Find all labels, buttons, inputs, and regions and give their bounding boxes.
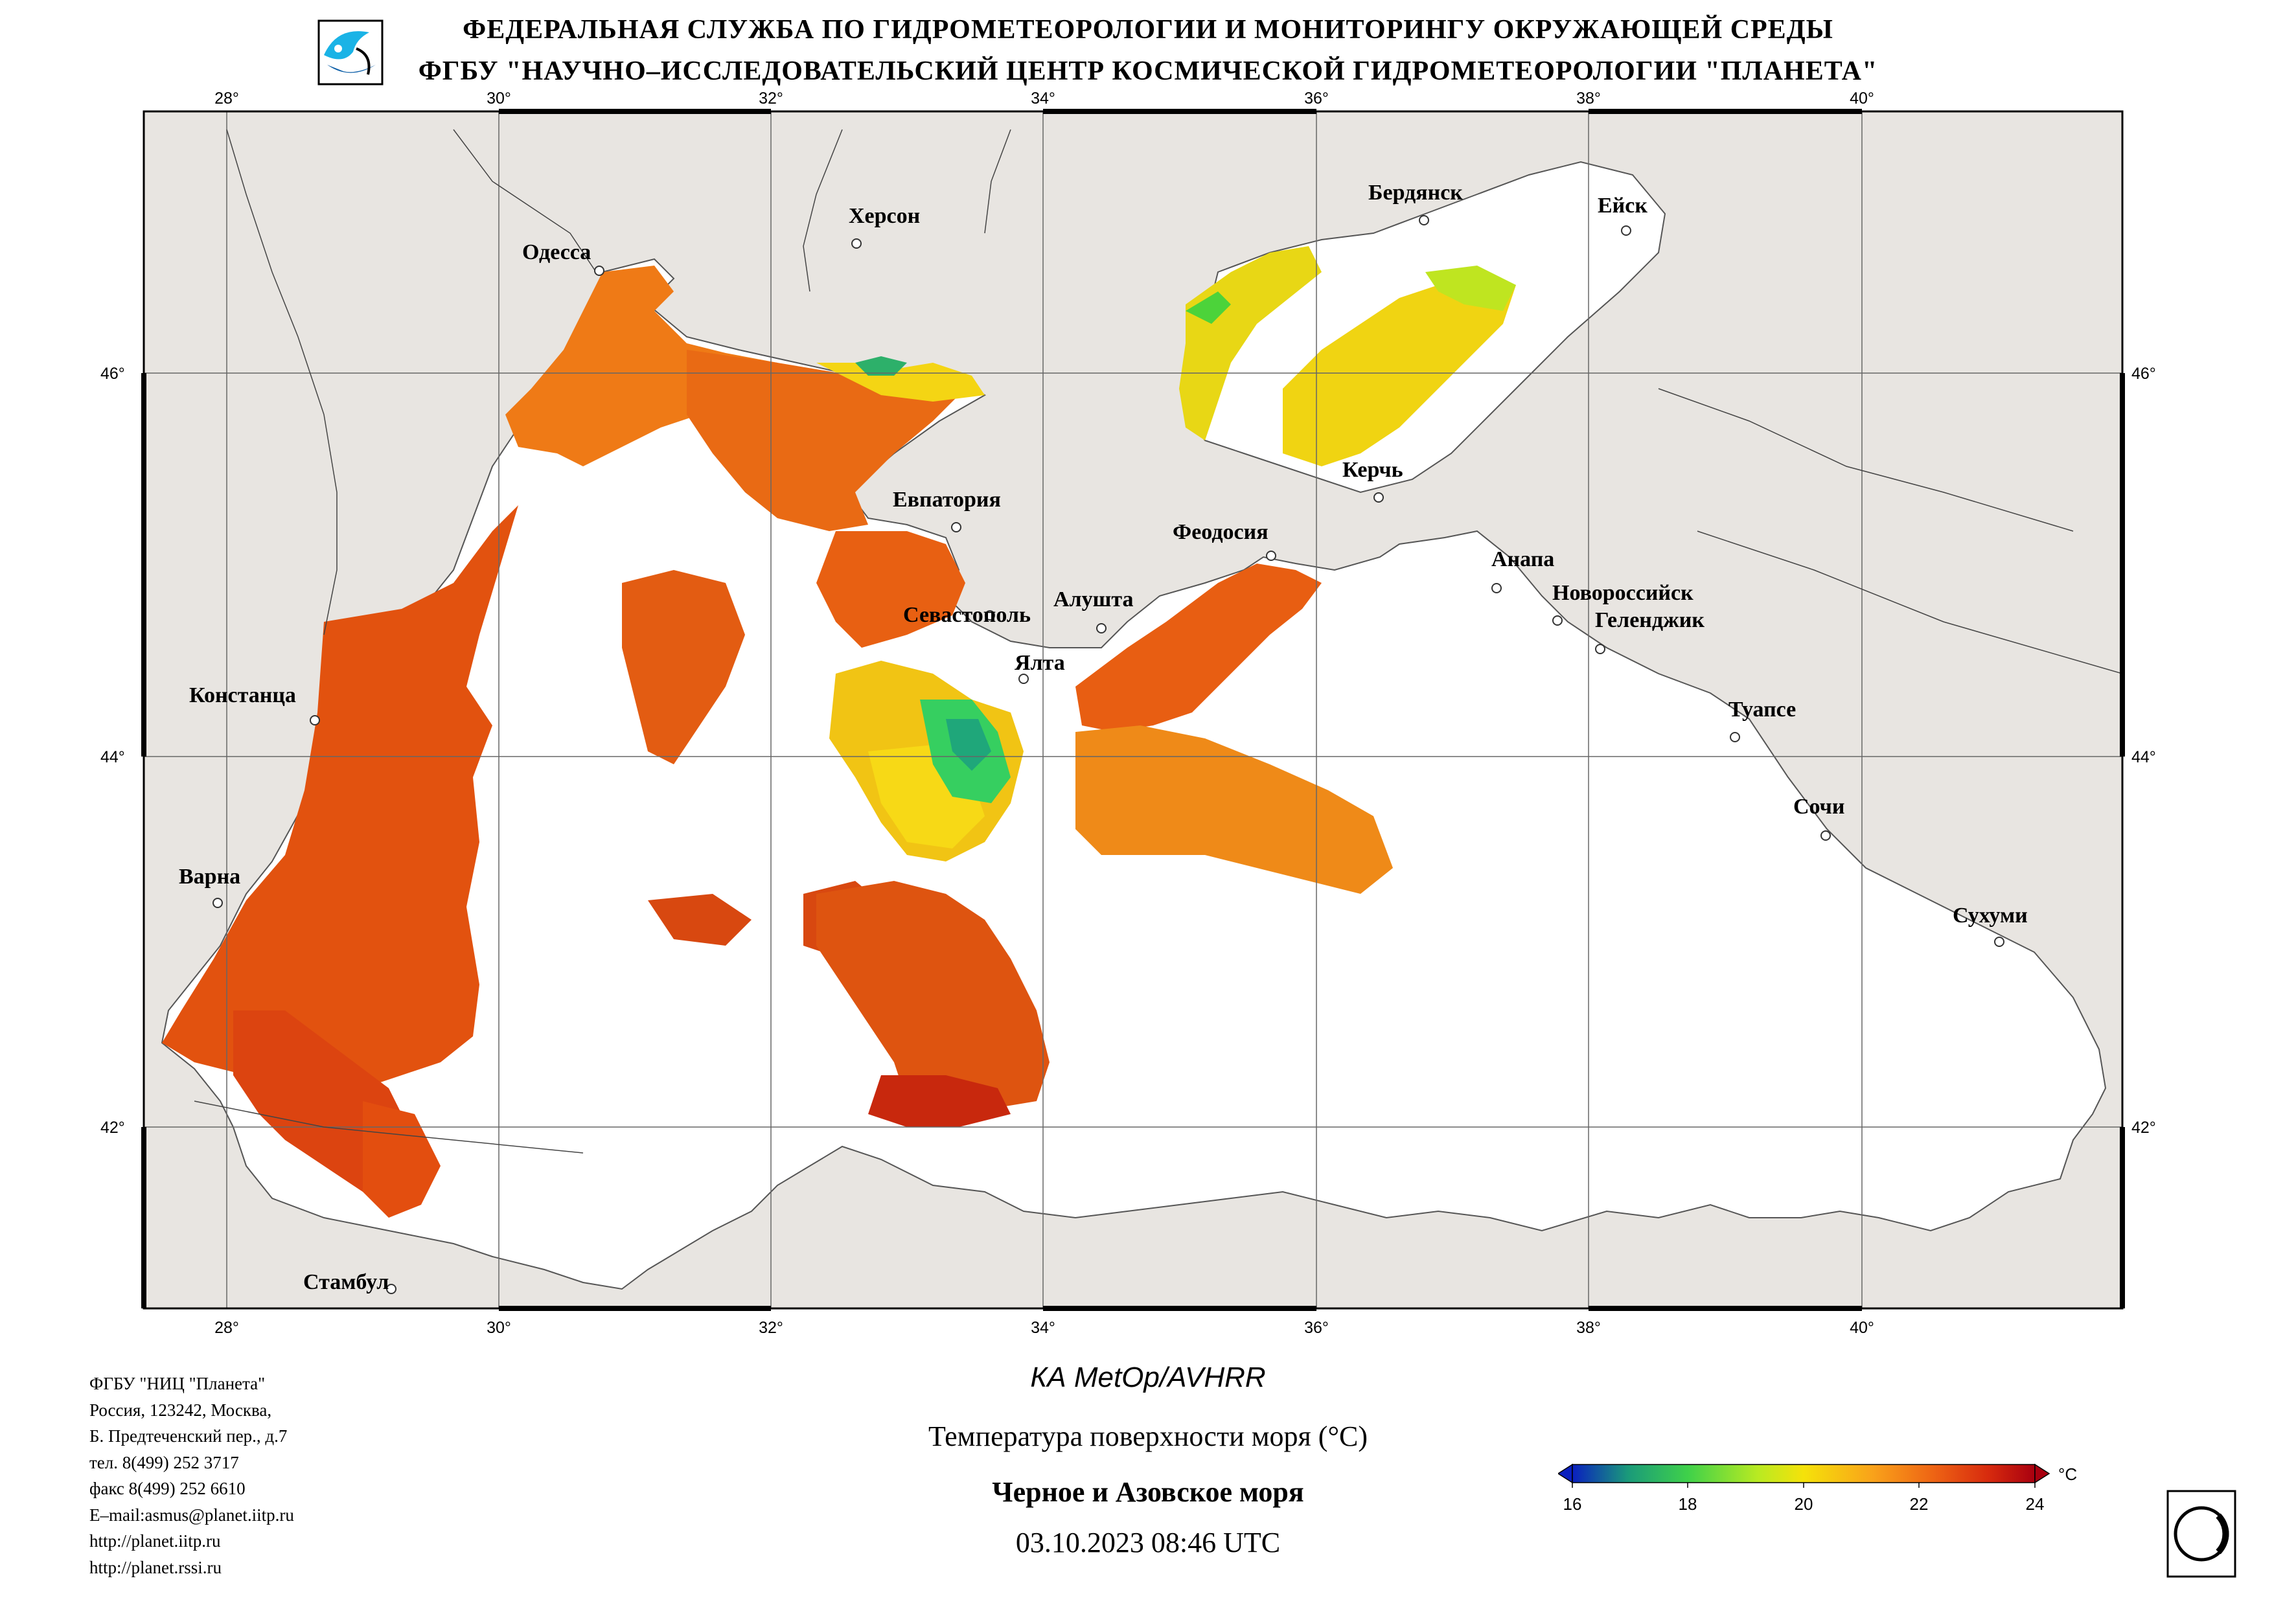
city-label-sukhumi: Сухуми: [1953, 904, 2028, 928]
colorbar-tick: 16: [1563, 1494, 1582, 1514]
lat-ticks: 46° 44° 42° 46° 44° 42°: [100, 365, 2156, 1137]
city-label-evpatoria: Евпатория: [893, 488, 1001, 512]
satellite-label: КА MetOp/AVHRR: [1030, 1362, 1266, 1393]
colorbar: 16 18 20 22 24 °C: [1558, 1463, 2077, 1514]
city-label-yeysk: Ейск: [1598, 194, 1647, 218]
colorbar-gradient: [1572, 1464, 2036, 1483]
lat-tick: 42°: [100, 1119, 125, 1137]
colorbar-unit: °C: [2058, 1465, 2077, 1484]
lon-tick: 28°: [214, 1319, 239, 1337]
colorbar-tick: 22: [1910, 1494, 1929, 1514]
lon-tick: 30°: [487, 89, 511, 108]
lon-tick: 40°: [1850, 89, 1874, 108]
borders: [194, 129, 2122, 1154]
colorbar-tick: 20: [1795, 1494, 1813, 1514]
city-label-berdyansk: Бердянск: [1368, 181, 1463, 205]
colorbar-tick: 18: [1679, 1494, 1697, 1514]
header-title-line2: ФГБУ "НАУЧНО–ИССЛЕДОВАТЕЛЬСКИЙ ЦЕНТР КОС…: [418, 56, 1878, 86]
roshydromet-logo-icon: [317, 19, 384, 85]
lon-tick: 30°: [487, 1319, 511, 1337]
org-line: факс 8(499) 252 6610: [89, 1479, 246, 1498]
city-label-sochi: Сочи: [1793, 795, 1844, 819]
lat-tick: 46°: [2131, 365, 2156, 383]
datetime-label: 03.10.2023 08:46 UTC: [1015, 1527, 1281, 1558]
colorbar-max-arrow: [2034, 1463, 2050, 1484]
city-label-feodosia: Феодосия: [1173, 520, 1269, 544]
city-markers: [212, 215, 2004, 1294]
lon-tick: 32°: [759, 89, 783, 108]
org-link[interactable]: http://planet.rssi.ru: [89, 1557, 222, 1577]
lon-tick: 38°: [1576, 89, 1601, 108]
region-label: Черное и Азовское моря: [992, 1476, 1304, 1508]
city-label-gelendzhik: Геленджик: [1595, 608, 1705, 632]
lat-tick: 44°: [2131, 748, 2156, 766]
lat-tick: 46°: [100, 365, 125, 383]
city-label-kerch: Керчь: [1342, 458, 1403, 482]
lon-tick: 34°: [1031, 1319, 1055, 1337]
city-label-yalta: Ялта: [1015, 651, 1065, 675]
city-label-anapa: Анапа: [1491, 547, 1554, 571]
org-line: Россия, 123242, Москва,: [89, 1400, 272, 1420]
colorbar-tick: 24: [2026, 1494, 2045, 1514]
city-label-novorossiysk: Новороссийск: [1552, 581, 1693, 605]
org-link[interactable]: http://planet.iitp.ru: [89, 1531, 221, 1551]
sst-data-layer: [162, 246, 1516, 1218]
city-label-tuapse: Туапсе: [1728, 698, 1796, 722]
parameter-label: Температура поверхности моря (°С): [928, 1420, 1368, 1452]
city-label-odessa: Одесса: [522, 240, 591, 264]
lon-tick: 40°: [1850, 1319, 1874, 1337]
lon-tick: 38°: [1576, 1319, 1601, 1337]
lon-tick: 32°: [759, 1319, 783, 1337]
lon-ticks-bottom: 28° 30° 32° 34° 36° 38° 40°: [214, 1319, 1874, 1337]
org-email[interactable]: E–mail:asmus@planet.iitp.ru: [89, 1505, 294, 1525]
city-label-kherson: Херсон: [849, 204, 920, 228]
city-label-varna: Варна: [179, 865, 240, 889]
lon-tick: 28°: [214, 89, 239, 108]
org-line: тел. 8(499) 252 3717: [89, 1452, 239, 1472]
org-line: Б. Предтеченский пер., д.7: [89, 1426, 288, 1446]
frame-thick-edges: [141, 109, 2125, 1311]
organization-contacts: ФГБУ "НИЦ "Планета" Россия, 123242, Моск…: [89, 1371, 294, 1580]
header-title-line1: ФЕДЕРАЛЬНАЯ СЛУЖБА ПО ГИДРОМЕТЕОРОЛОГИИ …: [463, 15, 1833, 45]
city-label-constanta: Констанца: [189, 683, 296, 707]
city-label-alushta: Алушта: [1053, 587, 1133, 611]
graticule: [144, 111, 2122, 1308]
lon-tick: 34°: [1031, 89, 1055, 108]
lon-ticks-top: 28° 30° 32° 34° 36° 38° 40°: [214, 89, 1874, 108]
colorbar-min-arrow: [1558, 1463, 1573, 1484]
lon-tick: 36°: [1304, 89, 1329, 108]
lon-tick: 36°: [1304, 1319, 1329, 1337]
lat-tick: 42°: [2131, 1119, 2156, 1137]
iso-certification-icon: [2166, 1490, 2236, 1578]
city-labels: Одесса Херсон Бердянск Ейск Евпатория Ке…: [179, 181, 2028, 1294]
lat-tick: 44°: [100, 748, 125, 766]
city-label-istanbul: Стамбул: [303, 1270, 389, 1294]
org-line: ФГБУ "НИЦ "Планета": [89, 1374, 266, 1393]
city-label-sevastopol: Севастополь: [903, 603, 1031, 627]
